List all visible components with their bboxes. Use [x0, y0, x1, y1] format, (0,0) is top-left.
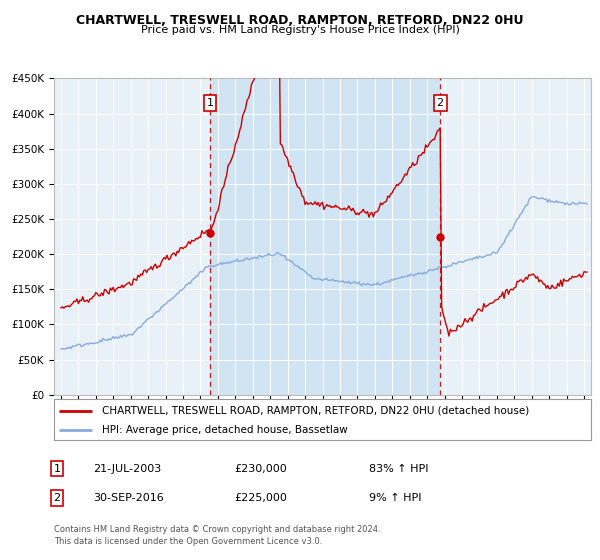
Text: 21-JUL-2003: 21-JUL-2003: [93, 464, 161, 474]
Text: Contains HM Land Registry data © Crown copyright and database right 2024.: Contains HM Land Registry data © Crown c…: [54, 525, 380, 534]
Text: 1: 1: [206, 98, 214, 108]
Text: Price paid vs. HM Land Registry's House Price Index (HPI): Price paid vs. HM Land Registry's House …: [140, 25, 460, 35]
Text: 9% ↑ HPI: 9% ↑ HPI: [369, 493, 421, 503]
Text: 2: 2: [437, 98, 444, 108]
Text: CHARTWELL, TRESWELL ROAD, RAMPTON, RETFORD, DN22 0HU: CHARTWELL, TRESWELL ROAD, RAMPTON, RETFO…: [76, 14, 524, 27]
Text: This data is licensed under the Open Government Licence v3.0.: This data is licensed under the Open Gov…: [54, 537, 322, 546]
Text: £230,000: £230,000: [234, 464, 287, 474]
Text: 2: 2: [53, 493, 61, 503]
Text: 1: 1: [53, 464, 61, 474]
Text: HPI: Average price, detached house, Bassetlaw: HPI: Average price, detached house, Bass…: [103, 424, 348, 435]
Text: 30-SEP-2016: 30-SEP-2016: [93, 493, 164, 503]
Text: 83% ↑ HPI: 83% ↑ HPI: [369, 464, 428, 474]
Bar: [210, 78, 440, 395]
Text: £225,000: £225,000: [234, 493, 287, 503]
Text: CHARTWELL, TRESWELL ROAD, RAMPTON, RETFORD, DN22 0HU (detached house): CHARTWELL, TRESWELL ROAD, RAMPTON, RETFO…: [103, 405, 530, 416]
